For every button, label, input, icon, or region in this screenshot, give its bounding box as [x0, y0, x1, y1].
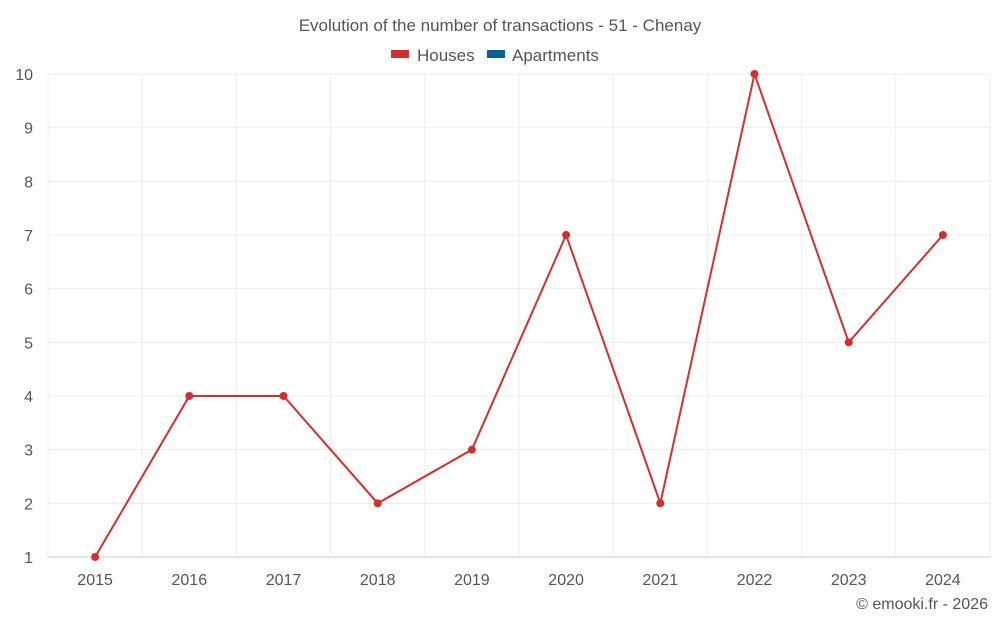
- y-tick-label: 10: [15, 67, 33, 84]
- x-tick-label: 2023: [831, 572, 867, 589]
- chart-title: Evolution of the number of transactions …: [299, 16, 702, 35]
- x-axis-ticks: 2015 2016 2017 2018 2019 2020 2021 2022 2023 2024: [77, 572, 960, 589]
- data-point-houses-2022[interactable]: [750, 70, 759, 78]
- x-tick-label: 2015: [77, 572, 113, 589]
- data-point-houses-2018[interactable]: [373, 499, 382, 508]
- data-point-houses-2015[interactable]: [91, 553, 100, 561]
- data-point-houses-2021[interactable]: [656, 499, 665, 508]
- y-tick-label: 3: [24, 443, 33, 460]
- x-tick-label: 2019: [454, 572, 490, 589]
- credit-text: © emooki.fr - 2026: [856, 596, 988, 613]
- series-line-houses: [94, 70, 944, 558]
- y-tick-label: 4: [24, 389, 33, 406]
- data-point-houses-2023[interactable]: [844, 338, 853, 347]
- x-tick-label: 2016: [172, 572, 208, 589]
- data-point-houses-2020[interactable]: [562, 231, 571, 239]
- legend-swatch-houses: [391, 50, 409, 58]
- y-tick-label: 5: [24, 335, 33, 352]
- x-tick-label: 2024: [925, 572, 961, 589]
- y-tick-label: 6: [24, 282, 33, 299]
- series: [91, 70, 947, 561]
- x-tick-label: 2021: [643, 572, 679, 589]
- grid: [47, 73, 991, 558]
- x-tick-label: 2020: [548, 572, 584, 589]
- data-point-houses-2016[interactable]: [185, 392, 194, 400]
- y-tick-label: 7: [24, 228, 33, 245]
- y-axis-ticks: 1 2 3 4 5 6 7 8 9 10: [15, 67, 33, 567]
- legend-label-houses[interactable]: Houses: [417, 46, 475, 65]
- data-point-houses-2024[interactable]: [938, 231, 947, 239]
- x-tick-label: 2022: [737, 572, 773, 589]
- y-tick-label: 8: [24, 174, 33, 191]
- data-point-houses-2017[interactable]: [279, 392, 288, 400]
- y-tick-label: 9: [24, 121, 33, 138]
- y-tick-label: 1: [24, 550, 33, 567]
- legend-swatch-apartments: [487, 50, 505, 58]
- legend: Houses Apartments: [391, 46, 599, 65]
- data-point-houses-2019[interactable]: [467, 445, 476, 454]
- y-tick-label: 2: [24, 496, 33, 513]
- x-tick-label: 2017: [266, 572, 302, 589]
- legend-label-apartments[interactable]: Apartments: [512, 46, 599, 65]
- x-tick-label: 2018: [360, 572, 396, 589]
